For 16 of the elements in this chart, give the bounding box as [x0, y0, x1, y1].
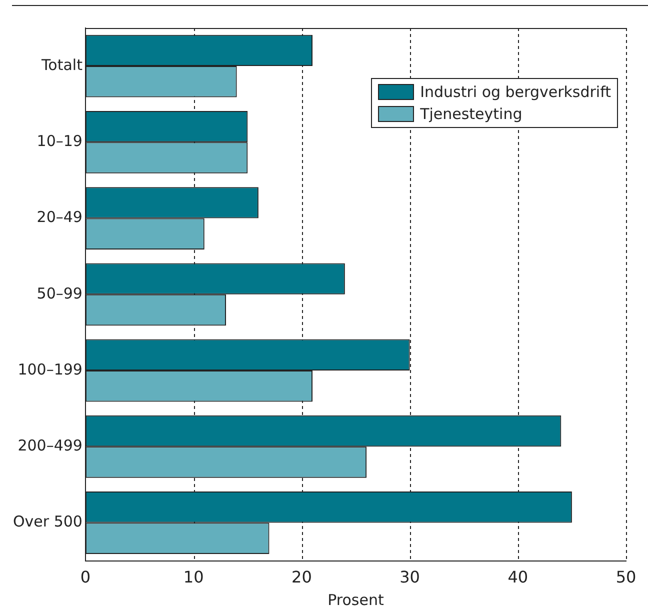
x-tick-label: 40: [508, 568, 528, 587]
y-tick-label: 100–199: [18, 360, 82, 378]
x-tick-label: 10: [183, 568, 204, 587]
y-tick-label: 20–49: [36, 208, 82, 226]
x-tick-label: 20: [292, 568, 312, 587]
y-tick-label: 10–19: [36, 132, 82, 150]
x-tick-label: 30: [400, 568, 420, 587]
y-tick-label: Over 500: [12, 512, 82, 531]
legend-label: Tjenesteyting: [420, 105, 522, 123]
y-tick-label: 200–499: [18, 436, 82, 455]
y-tick-label: 50–99: [36, 284, 82, 302]
x-tick-label: 0: [80, 568, 91, 587]
legend-label: Industri og bergverksdrift: [420, 83, 611, 101]
y-tick-label: Totalt: [40, 56, 83, 74]
x-axis-title: Prosent: [328, 590, 384, 609]
x-tick-label: 50: [616, 568, 636, 587]
